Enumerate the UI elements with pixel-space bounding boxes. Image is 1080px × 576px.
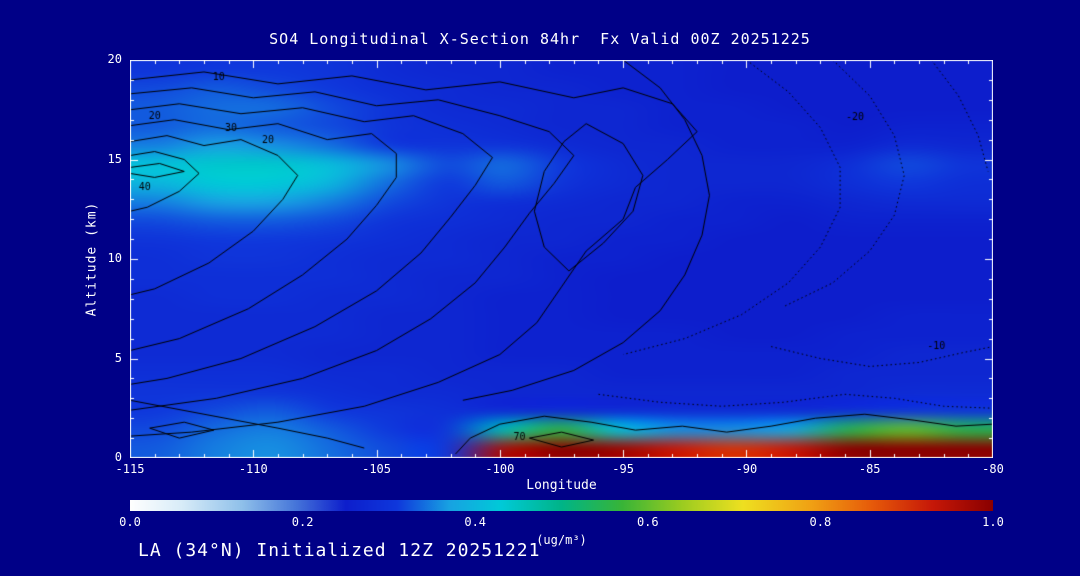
colorbar-tick-label: 0.4	[464, 515, 487, 529]
colorbar-tick-label: 1.0	[982, 515, 1004, 529]
y-tick-label: 0	[114, 450, 122, 464]
x-tick-label: -90	[735, 462, 758, 476]
chart-title: SO4 Longitudinal X-Section 84hr Fx Valid…	[269, 30, 811, 48]
colorbar	[130, 500, 993, 511]
x-tick-label: -80	[982, 462, 1004, 476]
x-tick-label: -85	[858, 462, 881, 476]
y-tick-label: 10	[107, 251, 122, 265]
x-tick-label: -100	[485, 462, 515, 476]
x-tick-label: -95	[612, 462, 634, 476]
x-tick-labels: -115 -110 -105 -100 -95 -90 -85 -80	[116, 462, 1004, 478]
y-tick-label: 20	[107, 52, 122, 66]
y-tick-label: 15	[107, 151, 122, 166]
x-tick-label: -110	[238, 462, 268, 476]
colorbar-tick-labels: 0.0 0.2 0.4 0.6 0.8 1.0	[119, 515, 1004, 531]
colorbar-tick-label: 0.0	[119, 515, 141, 529]
colorbar-tick-label: 0.6	[636, 515, 659, 529]
init-info-text: LA (34°N) Initialized 12Z 20251221	[138, 540, 541, 561]
y-tick-labels: 0 5 10 15 20	[88, 52, 122, 464]
x-tick-label: -115	[115, 462, 145, 476]
colorbar-tick-label: 0.2	[291, 515, 314, 529]
colorbar-tick-label: 0.8	[809, 515, 832, 529]
xsection-plot-canvas	[130, 60, 993, 458]
colorbar-units-label: (ug/m³)	[536, 533, 587, 547]
x-axis-label: Longitude	[526, 478, 597, 493]
x-tick-label: -105	[362, 462, 392, 476]
y-tick-label: 5	[114, 350, 122, 365]
